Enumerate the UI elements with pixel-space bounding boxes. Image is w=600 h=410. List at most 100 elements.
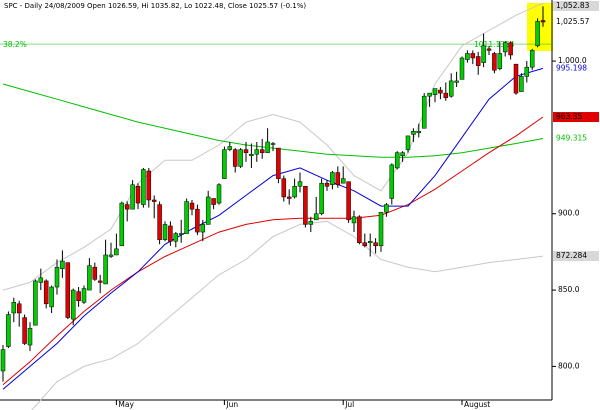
candle-body [362, 242, 368, 247]
candle-body [205, 196, 211, 225]
candle-body [465, 53, 470, 60]
candle-body [324, 182, 330, 187]
x-tick-label: May [118, 400, 134, 409]
candle-body [33, 280, 38, 326]
candle-body [405, 135, 411, 150]
candle-body [378, 211, 384, 247]
candle-body [162, 224, 168, 240]
candle-body [16, 303, 22, 314]
candle-body [243, 149, 249, 153]
candle-body [351, 216, 357, 224]
candle-body [265, 141, 270, 153]
candle-body [211, 198, 216, 205]
candle-body [119, 202, 125, 247]
candle-body [38, 277, 44, 283]
candle-body [535, 21, 540, 47]
candle-body [416, 131, 422, 134]
candle-body [103, 254, 108, 285]
candle-body [470, 53, 476, 59]
candle-body [130, 184, 135, 210]
candle-body [11, 302, 17, 314]
candle-body [508, 42, 513, 56]
candle-body [189, 202, 195, 210]
candle-body [394, 152, 400, 169]
price-label-bg [553, 63, 599, 74]
candle-body [124, 204, 130, 210]
candle-body [0, 349, 6, 372]
candle-body [270, 143, 276, 145]
candle-body [168, 225, 173, 242]
candle-body [141, 169, 146, 205]
candle-body [297, 181, 303, 187]
highlight-box [527, 3, 553, 51]
x-tick-label: August [464, 400, 490, 409]
candle-body [157, 204, 162, 240]
x-tick-label: Jul [344, 400, 354, 409]
candle-body [216, 184, 222, 204]
candle-body [319, 182, 324, 214]
candle-body [459, 57, 465, 80]
candle-body [227, 146, 233, 150]
candle-body [308, 221, 314, 225]
candle-body [411, 131, 416, 135]
candle-body [475, 56, 481, 66]
candle-body [27, 327, 33, 346]
candle-body [335, 172, 341, 185]
candle-body [540, 20, 546, 23]
candle-body [238, 149, 243, 167]
candle-body [70, 289, 76, 320]
candle-body [346, 181, 351, 221]
fib-level: 38.2% [3, 40, 27, 49]
candle-body [259, 149, 265, 153]
candle-body [49, 286, 54, 308]
price-label: 872.284 [556, 251, 587, 260]
y-tick-label: 1,000.0 [558, 56, 587, 65]
fib-value: 1011.1354 [474, 40, 515, 49]
candle-body [400, 152, 405, 156]
candle-body [454, 80, 459, 83]
price-label: 963.35 [556, 112, 582, 121]
candle-body [519, 76, 524, 92]
price-label-bg [553, 133, 599, 144]
chart-title: SPC - Daily 24/08/2009 Open 1026.59, Hi … [4, 2, 306, 10]
candle-body [481, 45, 486, 63]
candle-body [232, 149, 238, 167]
candle-body [497, 53, 503, 69]
candle-body [384, 204, 389, 213]
candle-body [254, 149, 260, 155]
candle-body [524, 66, 530, 77]
candle-body [330, 172, 335, 185]
candle-body [81, 288, 87, 303]
candle-body [421, 95, 427, 129]
candle-body [373, 242, 378, 247]
price-label-bg [553, 112, 599, 123]
candle-body [43, 280, 49, 305]
candle-body [357, 216, 362, 243]
price-label-bg [553, 251, 599, 262]
candle-body [249, 153, 254, 156]
candle-body [65, 262, 71, 318]
price-label-bg [553, 1, 599, 11]
candle-body [114, 248, 119, 256]
candle-body [76, 291, 81, 302]
candle-body [135, 186, 141, 204]
y-tick-label: 800.0 [558, 361, 580, 370]
candle-body [60, 260, 65, 269]
candle-body [87, 265, 92, 291]
candle-body [340, 178, 346, 184]
overlay-line [2, 2, 544, 291]
candle-body [146, 170, 152, 201]
candle-body [427, 92, 432, 97]
candle-body [200, 224, 206, 233]
y-tick-label: 900.0 [558, 209, 580, 218]
candle-body [303, 186, 308, 225]
candle-body [151, 199, 157, 202]
candle-body [92, 266, 98, 280]
candle-body [313, 213, 319, 221]
price-label-bg [553, 17, 599, 28]
candle-body [173, 233, 179, 242]
candle-body [184, 201, 189, 234]
y-tick-label: 850.0 [558, 285, 580, 294]
candle-body [281, 178, 287, 198]
candle-body [22, 317, 27, 344]
